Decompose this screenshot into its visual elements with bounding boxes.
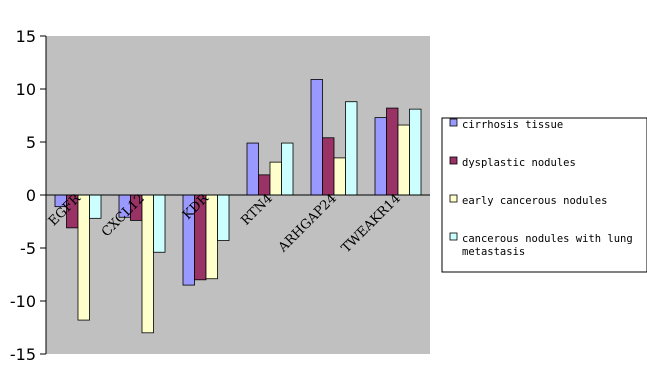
y-tick-label: 15	[16, 27, 36, 46]
y-tick-label: 0	[26, 186, 36, 205]
y-tick-label: -5	[20, 239, 36, 258]
y-axis: 15 10 5 0 -5 -10 -15	[10, 27, 46, 364]
legend-box	[441, 117, 647, 273]
legend-swatch	[449, 194, 458, 203]
bar-rtn4-series-3	[269, 161, 282, 196]
y-tick-label: -15	[10, 345, 36, 364]
bar-cxcl12-series-3	[141, 194, 154, 334]
y-tick-label: 10	[16, 80, 36, 99]
legend-label: dysplastic nodules	[462, 157, 576, 169]
y-tick-label: -10	[10, 292, 36, 311]
bar-tweakr14-series-3	[397, 124, 410, 196]
bar-arhgap24-series-4	[345, 101, 358, 196]
bar-arhgap24-series-2	[322, 137, 335, 196]
bar-arhgap24-series-1	[310, 79, 323, 196]
legend-swatch	[449, 232, 458, 241]
bar-rtn4-series-1	[246, 142, 259, 196]
legend-swatch	[449, 118, 458, 127]
bar-tweakr14-series-2	[386, 107, 399, 196]
bar-egfr-series-4	[89, 194, 102, 219]
y-tick-label: 5	[26, 133, 36, 152]
bar-tweakr14-series-1	[374, 117, 387, 196]
legend-label: cirrhosis tissue	[462, 119, 563, 131]
bar-cxcl12-series-4	[153, 194, 166, 253]
legend-label: cancerous nodules with lung metastasis	[462, 233, 633, 258]
legend-swatch	[449, 156, 458, 165]
bar-arhgap24-series-3	[333, 157, 346, 196]
legend: cirrhosis tissue dysplastic nodules early …	[449, 118, 633, 258]
bar-rtn4-series-4	[281, 142, 294, 196]
bar-egfr-series-3	[77, 194, 90, 321]
legend-label: early cancerous nodules	[462, 195, 607, 207]
bar-kdr-series-3	[205, 194, 218, 280]
bar-kdr-series-4	[217, 194, 230, 241]
bar-tweakr14-series-4	[409, 108, 422, 196]
